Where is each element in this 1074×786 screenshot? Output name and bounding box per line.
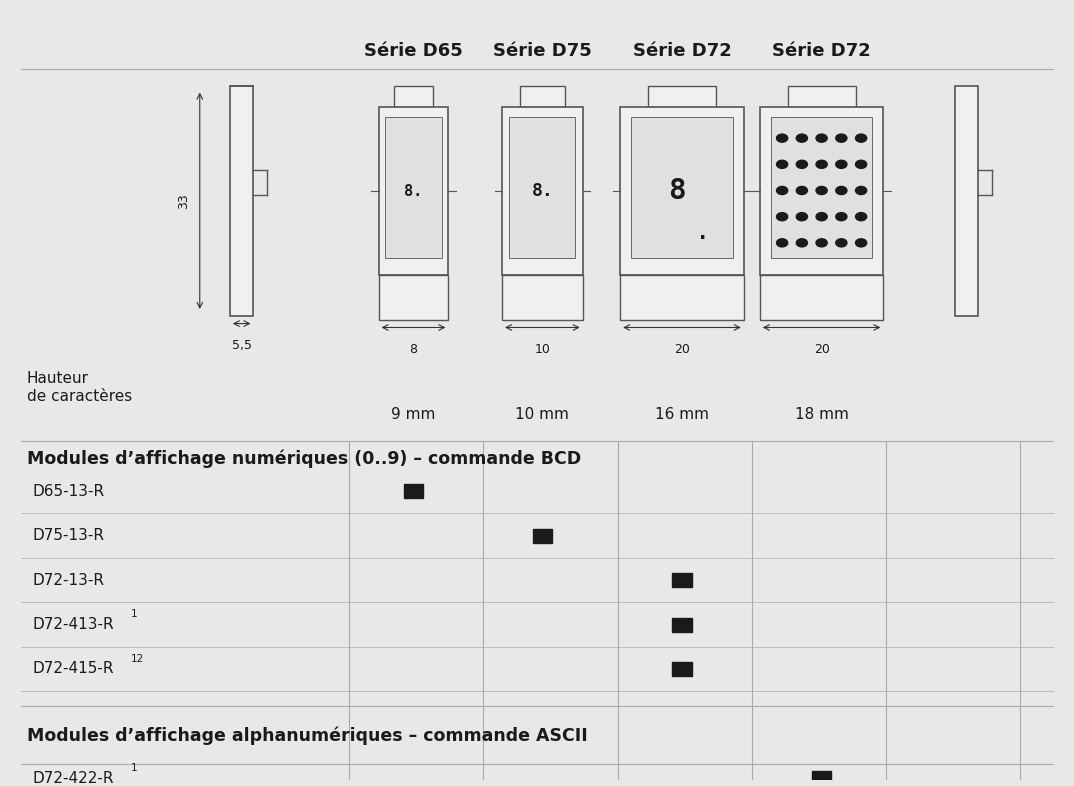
Circle shape <box>836 212 847 221</box>
Text: D75-13-R: D75-13-R <box>32 528 104 543</box>
Circle shape <box>856 134 867 142</box>
Circle shape <box>816 239 827 247</box>
Bar <box>621 275 743 320</box>
Circle shape <box>796 134 808 142</box>
Text: 5,5: 5,5 <box>232 339 251 352</box>
Text: Série D75: Série D75 <box>493 42 592 60</box>
Bar <box>509 117 576 259</box>
Text: Hauteur
de caractères: Hauteur de caractères <box>27 371 132 404</box>
Text: 1: 1 <box>131 609 137 619</box>
Circle shape <box>856 186 867 195</box>
Circle shape <box>856 160 867 168</box>
Bar <box>230 86 253 316</box>
Bar <box>812 771 831 785</box>
Circle shape <box>856 212 867 221</box>
Text: 9 mm: 9 mm <box>391 407 436 422</box>
Text: Modules d’affichage numériques (0..9) – commande BCD: Modules d’affichage numériques (0..9) – … <box>27 450 581 468</box>
Text: 20: 20 <box>674 343 690 356</box>
Text: Modules d’affichage alphanumériques – commande ASCII: Modules d’affichage alphanumériques – co… <box>27 726 587 744</box>
Bar <box>384 117 442 259</box>
Bar <box>503 275 582 320</box>
Text: D72-13-R: D72-13-R <box>32 573 104 588</box>
Text: 8.: 8. <box>405 183 422 199</box>
Text: Série D65: Série D65 <box>364 42 463 60</box>
Circle shape <box>777 160 787 168</box>
Text: 12: 12 <box>131 654 145 664</box>
Circle shape <box>836 239 847 247</box>
Text: D72-413-R: D72-413-R <box>32 617 114 632</box>
Bar <box>672 573 692 587</box>
Circle shape <box>836 186 847 195</box>
Text: D65-13-R: D65-13-R <box>32 483 104 499</box>
Bar <box>632 117 732 259</box>
Bar <box>533 529 552 542</box>
Bar <box>672 662 692 676</box>
Bar <box>404 484 423 498</box>
Bar <box>787 86 856 107</box>
Text: 33: 33 <box>177 193 190 208</box>
Circle shape <box>796 160 808 168</box>
Bar <box>379 107 449 275</box>
Bar <box>760 107 883 275</box>
Circle shape <box>816 186 827 195</box>
Circle shape <box>777 134 787 142</box>
Circle shape <box>816 160 827 168</box>
Text: Série D72: Série D72 <box>772 42 871 60</box>
Circle shape <box>816 212 827 221</box>
Circle shape <box>777 186 787 195</box>
Text: 10: 10 <box>535 343 550 356</box>
Text: Série D72: Série D72 <box>633 42 731 60</box>
Circle shape <box>777 239 787 247</box>
Circle shape <box>796 239 808 247</box>
Bar <box>771 117 872 259</box>
Circle shape <box>796 212 808 221</box>
Bar <box>760 275 883 320</box>
Text: 10 mm: 10 mm <box>516 407 569 422</box>
Bar <box>648 86 716 107</box>
Text: .: . <box>698 224 706 243</box>
Circle shape <box>856 239 867 247</box>
Circle shape <box>816 134 827 142</box>
Circle shape <box>796 186 808 195</box>
Bar <box>394 86 433 107</box>
Text: 20: 20 <box>814 343 829 356</box>
Circle shape <box>836 160 847 168</box>
Bar <box>672 618 692 632</box>
Text: 1: 1 <box>131 763 137 773</box>
Circle shape <box>777 212 787 221</box>
Text: 8.: 8. <box>532 182 553 200</box>
Text: 8: 8 <box>668 177 685 205</box>
Text: D72-415-R: D72-415-R <box>32 662 114 677</box>
Bar <box>621 107 743 275</box>
Bar <box>503 107 582 275</box>
Bar <box>520 86 565 107</box>
Text: 8: 8 <box>409 343 418 356</box>
Text: D72-422-R: D72-422-R <box>32 770 114 786</box>
Text: 18 mm: 18 mm <box>795 407 848 422</box>
Circle shape <box>836 134 847 142</box>
Bar <box>955 86 978 316</box>
Bar <box>379 275 449 320</box>
Text: 16 mm: 16 mm <box>655 407 709 422</box>
